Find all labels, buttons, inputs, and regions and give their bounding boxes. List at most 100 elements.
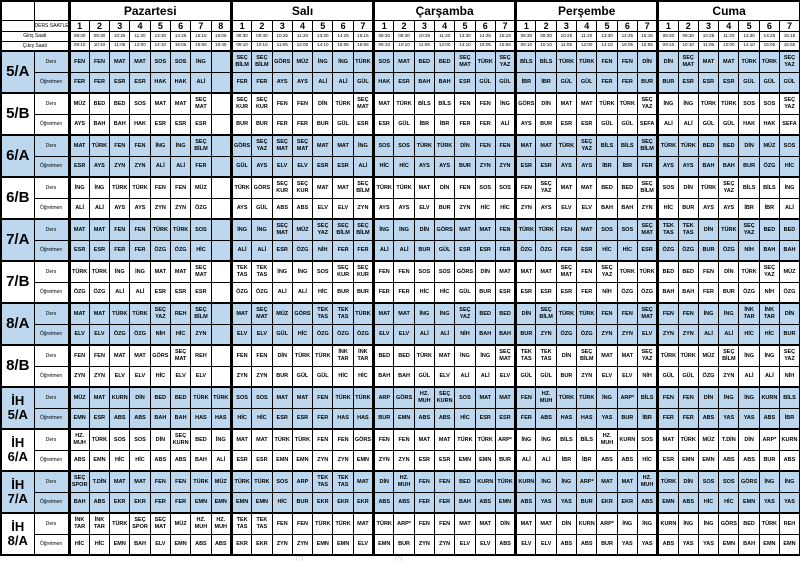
- lesson-cell: SEÇ YAZ: [576, 134, 598, 157]
- lesson-cell: SEÇ MAT: [352, 92, 375, 115]
- teacher-cell: EMN: [291, 449, 314, 472]
- lesson-cell: MAT: [474, 512, 496, 535]
- lesson-cell: SEÇ BİLM: [352, 176, 375, 199]
- lesson-cell: MAT: [251, 428, 273, 451]
- teacher-cell: EMN: [677, 449, 699, 472]
- lesson-cell: SEÇ MAT: [271, 218, 293, 241]
- teacher-cell: HİC: [738, 323, 760, 346]
- teacher-cell: BUR: [494, 449, 517, 472]
- teacher-cell: ESR: [129, 71, 151, 94]
- lesson-cell: SEÇ BİLM: [718, 344, 740, 367]
- teacher-cell: ESR: [576, 113, 598, 136]
- teacher-cell: ZYN: [169, 197, 192, 220]
- teacher-row-label: Öğretmen: [33, 491, 70, 514]
- teacher-cell: ÖZG: [616, 281, 638, 304]
- teacher-cell: ÖZG: [169, 239, 192, 262]
- lesson-cell: SEÇ KUR: [332, 260, 354, 283]
- lesson-cell: SEÇ YAZ: [779, 50, 800, 73]
- teacher-cell: ABS: [474, 491, 496, 514]
- period-number: 3: [555, 19, 578, 32]
- teacher-cell: HİC: [494, 197, 517, 220]
- teacher-cell: BAH: [413, 71, 436, 94]
- teacher-cell: SEFA: [779, 113, 800, 136]
- lesson-cell: SEÇ MAT: [251, 302, 273, 325]
- lesson-cell: SEÇ SPOR: [67, 470, 90, 493]
- entry-time: 15:15: [352, 30, 375, 42]
- teacher-cell: BUR: [616, 407, 638, 430]
- teacher-cell: [210, 239, 232, 262]
- teacher-cell: EMN: [67, 407, 90, 430]
- teacher-cell: ALİ: [149, 155, 171, 178]
- teacher-cell: ZYN: [616, 323, 638, 346]
- period-number: 5: [596, 19, 618, 32]
- lesson-cell: İNG: [494, 92, 517, 115]
- lesson-cell: FEN: [677, 386, 699, 409]
- lesson-cell: MÜZ: [67, 386, 90, 409]
- entry-time: 10:25: [697, 30, 720, 42]
- lesson-cell: DİN: [656, 50, 679, 73]
- teacher-cell: ALİ: [372, 239, 395, 262]
- teacher-cell: İBR: [514, 71, 537, 94]
- teacher-cell: BUR: [758, 449, 781, 472]
- teacher-cell: BAH: [474, 323, 496, 346]
- lesson-cell: FEN: [596, 302, 618, 325]
- teacher-cell: ALİ: [697, 323, 720, 346]
- lesson-cell: İNG: [229, 218, 253, 241]
- teacher-cell: AYS: [413, 155, 436, 178]
- teacher-cell: ESR: [149, 113, 171, 136]
- entry-time: 14:25: [616, 30, 638, 42]
- teacher-cell: ELV: [596, 365, 618, 388]
- teacher-cell: HAK: [758, 113, 781, 136]
- teacher-cell: ABS: [616, 449, 638, 472]
- lesson-cell: SEÇ YAZ: [535, 176, 557, 199]
- lesson-cell: FEN: [454, 176, 476, 199]
- lesson-cell: TÜRK: [312, 344, 334, 367]
- lesson-cell: FEN: [474, 134, 496, 157]
- lesson-cell: KURN: [576, 512, 598, 535]
- lesson-cell: MAT: [332, 134, 354, 157]
- teacher-cell: [210, 155, 232, 178]
- teacher-cell: ALİ: [758, 365, 781, 388]
- lesson-cell: MAT: [616, 470, 638, 493]
- teacher-cell: ÖZG: [656, 239, 679, 262]
- lesson-cell: TÜRK: [109, 302, 131, 325]
- exit-time: 09:10: [229, 40, 253, 52]
- entry-time: 09:30: [88, 30, 111, 42]
- teacher-cell: ALİ: [433, 323, 456, 346]
- lesson-cell: FEN: [514, 176, 537, 199]
- teacher-cell: ELV: [454, 533, 476, 556]
- lesson-cell: MAT: [149, 92, 171, 115]
- lesson-cell: MÜZ: [291, 218, 314, 241]
- lesson-cell: İNG: [697, 302, 720, 325]
- teacher-cell: FER: [372, 281, 395, 304]
- teacher-cell: ABS: [149, 449, 171, 472]
- lesson-cell: TÜRK: [433, 134, 456, 157]
- teacher-cell: YAS: [636, 533, 659, 556]
- lesson-cell: HZ. MUH: [636, 470, 659, 493]
- teacher-cell: FER: [88, 71, 111, 94]
- teacher-cell: FER: [474, 113, 496, 136]
- lesson-cell: HZ. MUH: [393, 470, 415, 493]
- teacher-cell: BAH: [697, 155, 720, 178]
- teacher-cell: ALİ: [271, 281, 293, 304]
- lesson-cell: GÖRS: [291, 302, 314, 325]
- period-number: 2: [88, 19, 111, 32]
- entry-time: 08:30: [229, 30, 253, 42]
- teacher-cell: FER: [514, 407, 537, 430]
- teacher-cell: ZYN: [352, 197, 375, 220]
- lesson-cell: KURN: [616, 428, 638, 451]
- lesson-cell: SEÇ YAZ: [738, 218, 760, 241]
- teacher-cell: GÜL: [433, 239, 456, 262]
- teacher-cell: ELV: [291, 155, 314, 178]
- teacher-cell: ALİ: [67, 197, 90, 220]
- lesson-cell: FEN: [88, 50, 111, 73]
- lesson-cell: FEN: [494, 134, 517, 157]
- teacher-cell: NİH: [758, 281, 781, 304]
- teacher-cell: FER: [413, 491, 436, 514]
- teacher-cell: ESR: [67, 155, 90, 178]
- lesson-cell: BİLS: [779, 386, 800, 409]
- lesson-cell: SEÇ BİLM: [251, 50, 273, 73]
- teacher-cell: ALİ: [169, 155, 192, 178]
- teacher-cell: ELV: [229, 323, 253, 346]
- lesson-cell: MAT: [149, 260, 171, 283]
